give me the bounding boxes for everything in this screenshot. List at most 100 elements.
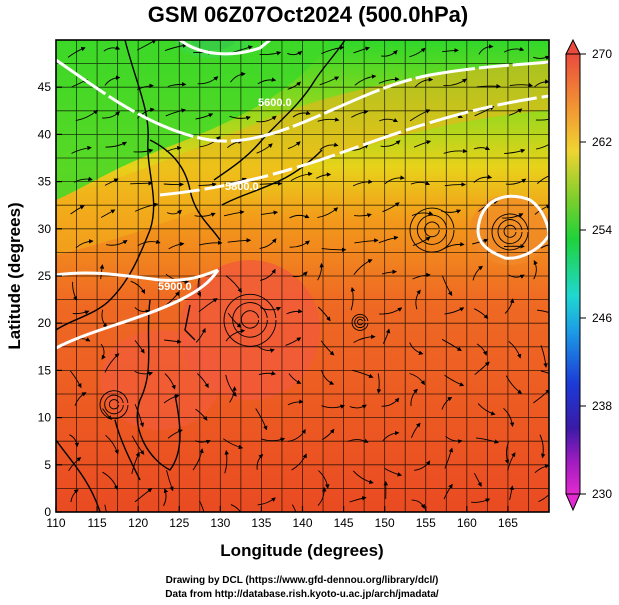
streamline <box>409 47 426 58</box>
streamline <box>352 369 374 378</box>
streamline <box>289 214 310 219</box>
vortex-loop <box>223 293 277 347</box>
streamline <box>444 182 466 187</box>
streamline <box>198 240 223 246</box>
streamline <box>353 46 371 54</box>
streamline <box>351 144 369 151</box>
streamline <box>287 399 304 406</box>
streamline <box>508 340 522 359</box>
y-tick-label: 5 <box>44 458 51 472</box>
streamline <box>319 142 339 151</box>
streamline <box>286 308 303 315</box>
streamline <box>134 370 154 376</box>
streamline <box>225 275 242 293</box>
streamline <box>320 340 335 356</box>
streamline <box>379 117 398 123</box>
streamline <box>317 262 325 281</box>
streamline <box>533 55 549 60</box>
streamline <box>291 504 297 512</box>
streamline <box>225 328 246 342</box>
streamline <box>163 182 184 187</box>
streamline <box>288 429 306 442</box>
streamline <box>317 486 327 506</box>
streamline <box>165 108 186 117</box>
vortex-loop <box>497 219 523 244</box>
streamline <box>440 209 462 214</box>
streamline <box>354 238 379 244</box>
vortex-loop <box>232 302 268 338</box>
streamline <box>350 286 356 311</box>
streamline <box>70 370 82 389</box>
streamline <box>376 373 382 394</box>
streamline <box>70 205 85 215</box>
streamline <box>196 276 201 297</box>
contour-label-5600: 5600.0 <box>258 97 292 109</box>
streamline <box>411 211 434 217</box>
streamline <box>133 148 154 154</box>
colorbar: 270 262 254 246 238 230 <box>565 38 612 512</box>
streamline <box>131 451 140 474</box>
streamline <box>478 44 494 55</box>
streamline <box>473 174 493 183</box>
streamline <box>508 274 525 279</box>
streamline <box>534 464 549 474</box>
streamline <box>163 394 180 404</box>
contour-label-5900: 5900.0 <box>158 281 192 293</box>
streamline <box>72 310 90 315</box>
streamline <box>410 180 430 185</box>
streamline <box>72 281 78 301</box>
streamline <box>104 75 121 86</box>
streamline <box>136 40 157 51</box>
streamline <box>321 428 335 440</box>
streamline <box>321 247 347 253</box>
streamline <box>229 386 237 403</box>
streamline <box>509 82 534 88</box>
streamline <box>505 375 523 394</box>
streamline <box>136 83 154 91</box>
streamline <box>227 312 242 328</box>
streamline <box>261 437 286 442</box>
vortex-loop <box>409 207 455 253</box>
streamline <box>474 308 489 320</box>
x-tick-label: 130 <box>210 516 230 530</box>
streamline <box>409 373 425 386</box>
streamline <box>195 327 206 343</box>
streamline <box>130 180 153 186</box>
streamline <box>256 143 273 154</box>
streamline <box>167 429 183 439</box>
streamline <box>194 439 211 445</box>
y-tick-label: 35 <box>38 175 52 189</box>
streamline <box>101 309 108 328</box>
streamline <box>353 334 376 343</box>
streamline <box>321 370 335 385</box>
streamline <box>166 209 182 215</box>
streamline <box>445 435 463 444</box>
x-tick-label: 110 <box>46 516 65 530</box>
x-tick-label: 150 <box>375 516 395 530</box>
streamline <box>227 238 252 243</box>
streamline <box>410 422 421 438</box>
chart-title: GSM 06Z07Oct2024 (500.0hPa) <box>148 2 468 27</box>
streamline <box>225 374 237 397</box>
streamline <box>476 83 501 89</box>
streamline <box>288 373 302 384</box>
streamline <box>316 172 332 179</box>
streamline <box>381 397 400 407</box>
streamline <box>443 148 468 154</box>
streamline <box>69 434 80 448</box>
streamline <box>380 140 401 147</box>
vortex-loop <box>351 313 369 331</box>
y-tick-label: 40 <box>38 127 52 141</box>
streamline <box>197 76 219 85</box>
streamline <box>230 71 246 83</box>
streamline <box>508 108 523 116</box>
streamline <box>104 178 119 186</box>
streamline <box>504 441 510 465</box>
streamline <box>130 280 146 295</box>
x-tick-label: 155 <box>416 516 436 530</box>
streamline <box>473 145 490 151</box>
colorbar-bottom-arrow <box>565 493 581 512</box>
streamline <box>411 499 425 509</box>
colorbar-tick-label: 246 <box>592 311 612 325</box>
